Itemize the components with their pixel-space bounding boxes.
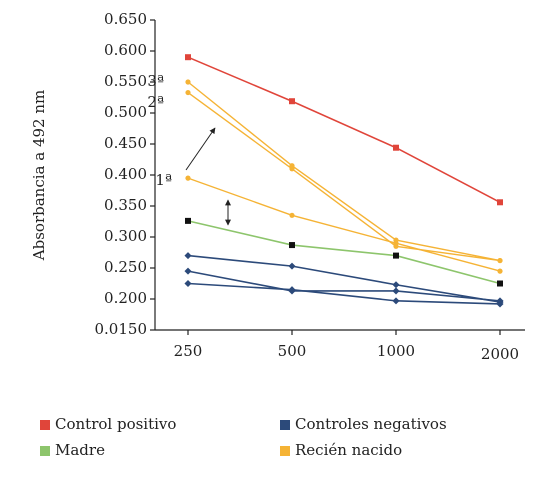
point — [392, 297, 400, 305]
legend-swatch — [280, 446, 290, 456]
x-tick-label: 250 — [174, 342, 203, 360]
legend-label: Control positivo — [55, 415, 176, 433]
legend-label: Recién nacido — [295, 441, 402, 459]
point — [185, 54, 191, 61]
y-tick-label: 0.200 — [104, 289, 147, 307]
point — [393, 237, 399, 243]
point — [393, 243, 399, 249]
legend-swatch — [40, 420, 50, 430]
annotation: 1ª — [155, 171, 172, 189]
y-tick-label: 0.650 — [104, 10, 147, 28]
point — [184, 267, 192, 275]
legend-label: Controles negativos — [295, 415, 447, 433]
point — [497, 280, 503, 287]
legend-label: Madre — [55, 441, 105, 459]
point — [497, 257, 503, 264]
point — [185, 89, 191, 96]
legend-swatch — [40, 446, 50, 456]
x-tick-label: 2000 — [481, 345, 519, 363]
point — [289, 98, 295, 105]
point — [185, 175, 191, 181]
y-tick-label: 0.400 — [104, 165, 147, 183]
point — [184, 252, 192, 260]
point — [497, 268, 503, 274]
series-line — [187, 282, 501, 305]
y-tick-label: 0.250 — [104, 258, 147, 276]
y-tick-label: 0.500 — [104, 103, 147, 121]
y-tick-label: 0.0150 — [95, 320, 148, 338]
point — [289, 212, 295, 218]
annotation: 2ª — [147, 93, 164, 111]
point — [288, 262, 296, 270]
series-line — [187, 91, 501, 262]
series-line — [187, 56, 501, 203]
point — [497, 199, 503, 206]
y-tick-label: 0.550 — [104, 72, 147, 90]
annotation: 3ª — [147, 72, 164, 90]
point — [393, 144, 399, 151]
x-tick-label: 500 — [278, 342, 307, 360]
series-line — [187, 81, 501, 262]
point — [392, 287, 400, 295]
point — [289, 163, 295, 169]
arrow — [185, 127, 216, 171]
y-tick-label: 0.600 — [104, 41, 147, 59]
series-line — [187, 177, 501, 272]
series-line — [187, 220, 501, 285]
series-line — [187, 270, 501, 302]
point — [185, 217, 191, 224]
y-tick-label: 0.450 — [104, 134, 147, 152]
point — [185, 79, 191, 85]
point — [288, 286, 296, 294]
point — [184, 279, 192, 288]
y-tick-label: 0.300 — [104, 227, 147, 245]
x-tick-label: 1000 — [377, 342, 415, 360]
point — [289, 242, 295, 249]
point — [496, 300, 504, 308]
point — [392, 281, 400, 289]
point — [393, 252, 399, 259]
y-axis-label: Absorbancia a 492 nm — [30, 90, 48, 261]
series-line — [187, 254, 501, 303]
legend-swatch — [280, 420, 290, 430]
y-tick-label: 0.350 — [104, 196, 147, 214]
